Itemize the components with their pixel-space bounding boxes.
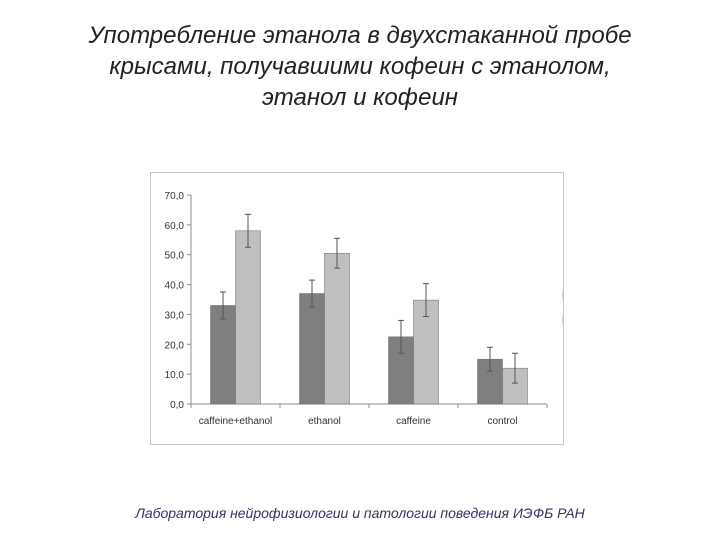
bar-m <box>210 305 236 405</box>
title-line-3: этанол и кофеин <box>261 84 459 111</box>
y-tick-label: 60,0 <box>165 221 185 232</box>
bar-f <box>413 299 439 405</box>
y-tick-label: 50,0 <box>165 251 185 262</box>
y-tick-label: 0,0 <box>170 400 184 411</box>
bar-f <box>235 230 261 405</box>
x-tick-label: caffeine <box>396 416 431 427</box>
y-tick-label: 30,0 <box>165 310 185 321</box>
bar-f <box>324 252 350 405</box>
bar-chart: 0,0 10,0 20,0 30,0 40,0 50,0 60,0 70,0 caffeine+… <box>165 191 563 427</box>
chart-frame: 0,0 10,0 20,0 30,0 40,0 50,0 60,0 70,0 caffeine+… <box>150 172 564 445</box>
y-tick-label: 20,0 <box>165 340 185 351</box>
x-tick-label: control <box>487 416 517 427</box>
x-tick-label: caffeine+ethanol <box>199 416 273 427</box>
chart-title: Употребление этанола в двухстаканной про… <box>40 20 680 113</box>
title-line-2: крысами, получавшими кофеин с этанолом, <box>109 53 611 80</box>
y-tick-label: 10,0 <box>165 370 185 381</box>
x-tick-label: ethanol <box>308 416 341 427</box>
lab-footer: Лаборатория нейрофизиологии и патологии … <box>135 505 585 521</box>
y-tick-label: 40,0 <box>165 281 185 292</box>
y-tick-label: 70,0 <box>165 191 185 202</box>
title-line-1: Употребление этанола в двухстаканной про… <box>88 22 632 49</box>
bar-m <box>299 293 325 405</box>
